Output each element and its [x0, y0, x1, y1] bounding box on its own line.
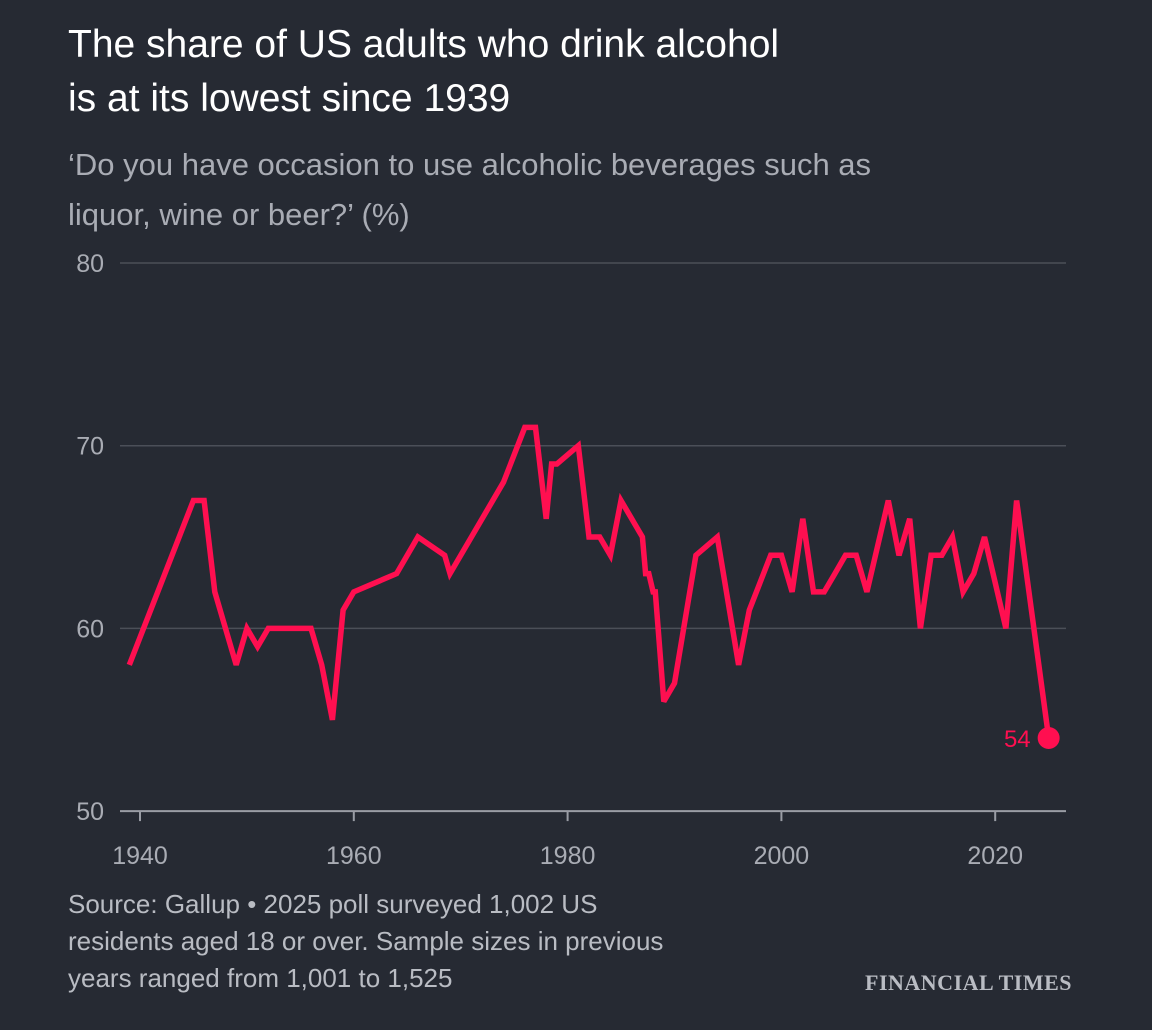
chart-subtitle: ‘Do you have occasion to use alcoholic b… — [68, 140, 1128, 240]
y-tick-label: 70 — [76, 433, 104, 461]
source-note: Source: Gallup • 2025 poll surveyed 1,00… — [68, 886, 828, 997]
x-tick-label: 2000 — [754, 842, 810, 870]
source-line-1: Source: Gallup • 2025 poll surveyed 1,00… — [68, 889, 598, 919]
source-line-2: residents aged 18 or over. Sample sizes … — [68, 926, 664, 956]
end-point-marker — [1037, 727, 1060, 750]
chart-title: The share of US adults who drink alcohol… — [68, 18, 1128, 126]
x-tick-label: 2020 — [967, 842, 1023, 870]
source-line-3: years ranged from 1,001 to 1,525 — [68, 963, 453, 993]
y-tick-label: 80 — [76, 250, 104, 278]
series-line — [126, 424, 1052, 739]
x-tick-label: 1980 — [540, 842, 596, 870]
y-tick-label: 60 — [76, 615, 104, 643]
y-tick-label: 50 — [76, 798, 104, 826]
x-tick-label: 1960 — [326, 842, 382, 870]
title-line-2: is at its lowest since 1939 — [68, 77, 511, 120]
end-value-label: 54 — [1004, 726, 1031, 753]
subtitle-line-1: ‘Do you have occasion to use alcoholic b… — [68, 147, 872, 182]
subtitle-line-2: liquor, wine or beer?’ (%) — [68, 197, 410, 232]
ft-logo: FINANCIAL TIMES — [865, 970, 1072, 995]
x-tick-label: 1940 — [112, 842, 168, 870]
title-line-1: The share of US adults who drink alcohol — [68, 23, 780, 66]
